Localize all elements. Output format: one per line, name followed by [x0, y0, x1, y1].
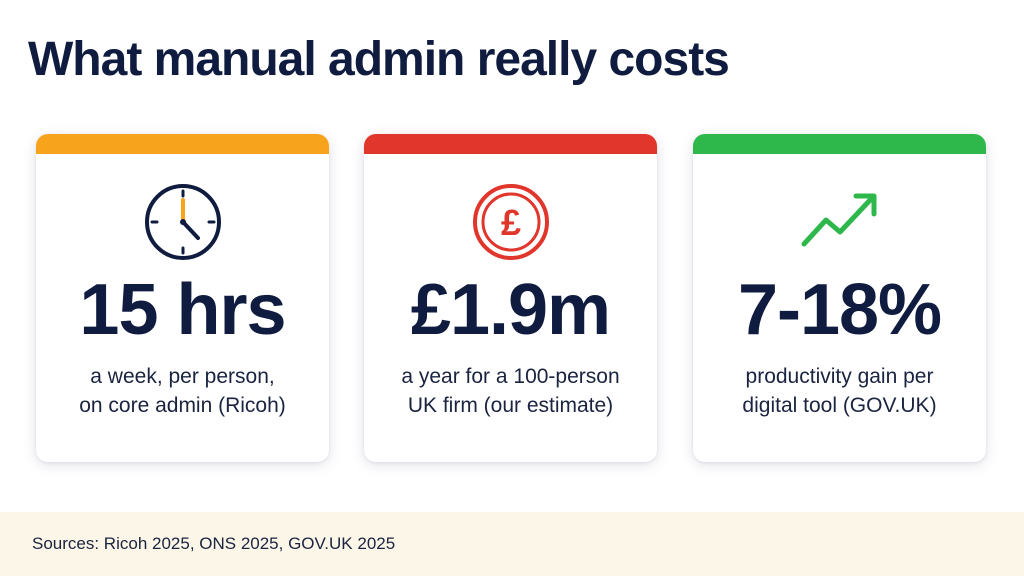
stat-description-line: digital tool (GOV.UK): [742, 394, 937, 417]
svg-text:£: £: [500, 202, 520, 243]
clock-icon: [141, 180, 225, 264]
stat-value: 7-18%: [737, 270, 942, 350]
stat-value: 15 hrs: [79, 270, 286, 350]
slide-title: What manual admin really costs: [28, 33, 730, 86]
sources-note: Sources: Ricoh 2025, ONS 2025, GOV.UK 20…: [32, 534, 396, 553]
stat-description-line: UK firm (our estimate): [407, 394, 614, 417]
stat-description: a year for a 100-person UK firm (our est…: [364, 362, 657, 420]
pound-coin-icon: £: [469, 180, 553, 264]
stat-card-productivity-gain: 7-18% productivity gain per digital tool…: [693, 134, 986, 462]
stat-description-line: a year for a 100-person: [401, 365, 620, 388]
stat-description-line: a week, per person,: [90, 365, 275, 388]
stat-description: a week, per person, on core admin (Ricoh…: [36, 362, 329, 420]
stat-card-annual-cost: £ £1.9m a year for a 100-person UK firm …: [364, 134, 657, 462]
stat-description-line: productivity gain per: [745, 365, 934, 388]
stat-card-admin-hours: 15 hrs a week, per person, on core admin…: [36, 134, 329, 462]
stat-description: productivity gain per digital tool (GOV.…: [693, 362, 986, 420]
card-accent-bar: [364, 134, 657, 154]
trend-up-icon: [798, 180, 882, 264]
stat-value: £1.9m: [410, 270, 611, 350]
stat-description-line: on core admin (Ricoh): [79, 394, 286, 417]
footer: Sources: Ricoh 2025, ONS 2025, GOV.UK 20…: [0, 512, 1024, 576]
card-accent-bar: [693, 134, 986, 154]
card-accent-bar: [36, 134, 329, 154]
